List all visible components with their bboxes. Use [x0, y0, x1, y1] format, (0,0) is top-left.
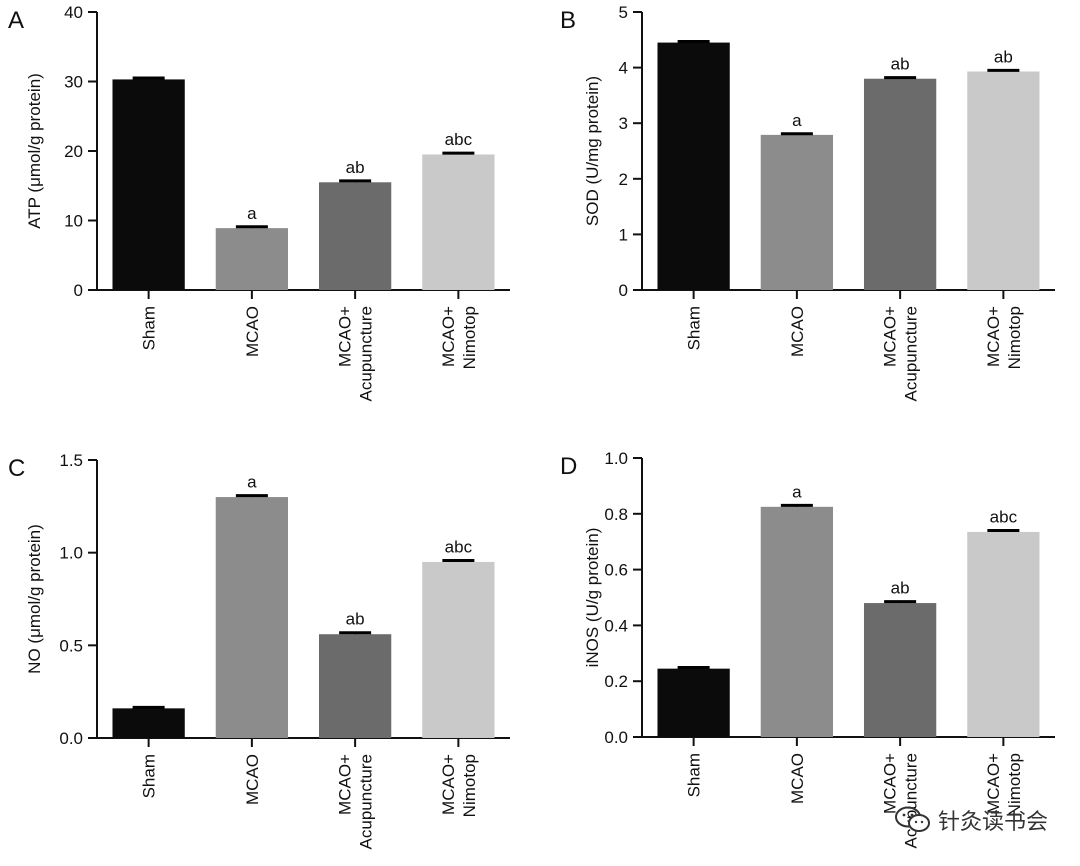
significance-label: ab: [994, 47, 1013, 66]
panel-letter: A: [8, 7, 24, 34]
y-axis-title: iNOS (U/g protein): [583, 528, 602, 668]
x-category-label: Sham: [140, 306, 159, 350]
significance-label: abc: [445, 537, 473, 556]
y-tick-label: 30: [64, 73, 83, 92]
chart-panel-d: D 0.0 0.2 0.4 0.6 0.8 1.0 iNOS (U/g protein) Sha…: [560, 449, 1055, 848]
x-category-label: MCAO: [788, 306, 807, 357]
y-tick-label: 10: [64, 212, 83, 231]
x-category-label: MCAO+ Nimotop: [439, 306, 479, 369]
panel-letter: D: [560, 453, 577, 480]
y-tick-label: 0.5: [59, 636, 83, 655]
y-tick-label: 0.0: [59, 729, 83, 748]
bar: [760, 506, 834, 737]
bar: [657, 668, 730, 737]
y-tick-label: 0.2: [604, 672, 628, 691]
y-tick-label: 5: [619, 3, 628, 22]
chart-panel-c: C 0.0 0.5 1.0 1.5 NO (μmol/g protein) Sham a MCA…: [8, 451, 510, 849]
y-tick-label: 0: [619, 281, 628, 300]
y-tick-label: 3: [619, 114, 628, 133]
x-category-label: Sham: [685, 306, 704, 350]
y-axis-title: NO (μmol/g protein): [25, 524, 44, 674]
bar: [422, 154, 495, 290]
y-tick-label: 2: [619, 170, 628, 189]
watermark-text: 针灸读书会: [937, 810, 1048, 835]
y-axis-title: ATP (μmol/g protein): [25, 73, 44, 229]
bar: [318, 634, 392, 738]
x-category-label: MCAO+ Acupuncture: [881, 306, 921, 402]
x-category-label: Sham: [140, 754, 159, 798]
bar: [215, 228, 289, 290]
x-category-label: MCAO: [788, 753, 807, 804]
bar: [863, 78, 937, 290]
wechat-logo-icon: [894, 806, 930, 832]
chart-panel-a: A 0 10 20 30 40 ATP (μmol/g protein) Sham a MCAO a…: [8, 3, 510, 401]
significance-label: ab: [346, 610, 365, 629]
significance-label: a: [247, 473, 257, 492]
bar: [112, 79, 185, 290]
bar: [863, 603, 937, 737]
significance-label: a: [247, 204, 257, 223]
bar: [318, 182, 392, 290]
x-category-label: MCAO: [243, 306, 262, 357]
panel-letter: C: [8, 455, 25, 482]
y-axis-title: SOD (U/mg protein): [583, 76, 602, 226]
bar: [215, 497, 289, 738]
significance-label: abc: [445, 130, 473, 149]
significance-label: ab: [346, 158, 365, 177]
y-tick-label: 1.0: [604, 449, 628, 468]
y-tick-label: 0.6: [604, 561, 628, 580]
x-category-label: MCAO+ Nimotop: [439, 754, 479, 817]
x-category-label: MCAO+ Nimotop: [984, 753, 1024, 816]
y-tick-label: 40: [64, 3, 83, 22]
x-category-label: MCAO+ Acupuncture: [336, 306, 376, 402]
y-tick-label: 1.5: [59, 451, 83, 470]
significance-label: abc: [990, 508, 1018, 527]
bar: [657, 42, 730, 290]
panel-letter: B: [560, 7, 576, 34]
y-tick-label: 20: [64, 142, 83, 161]
y-tick-label: 0.8: [604, 505, 628, 524]
bar: [112, 708, 185, 738]
y-tick-label: 1: [619, 225, 628, 244]
chart-panel-b: B 0 1 2 3 4 5 SOD (U/mg protein) Sham a MCAO ab MCAO…: [560, 3, 1055, 401]
x-category-label: MCAO+ Acupuncture: [336, 754, 376, 850]
significance-label: a: [792, 111, 802, 130]
y-tick-label: 1.0: [59, 544, 83, 563]
y-tick-label: 0.0: [604, 728, 628, 747]
x-category-label: MCAO+ Nimotop: [984, 306, 1024, 369]
significance-label: ab: [891, 55, 910, 74]
significance-label: a: [792, 482, 802, 501]
y-tick-label: 0.4: [604, 616, 628, 635]
x-category-label: Sham: [685, 753, 704, 797]
x-category-label: MCAO: [243, 754, 262, 805]
y-tick-label: 4: [619, 59, 628, 78]
bar: [967, 531, 1040, 737]
y-tick-label: 0: [74, 281, 83, 300]
significance-label: ab: [891, 579, 910, 598]
bar: [967, 71, 1040, 290]
bar: [422, 561, 495, 738]
watermark: 针灸读书会: [894, 804, 1048, 836]
bar: [760, 134, 834, 290]
